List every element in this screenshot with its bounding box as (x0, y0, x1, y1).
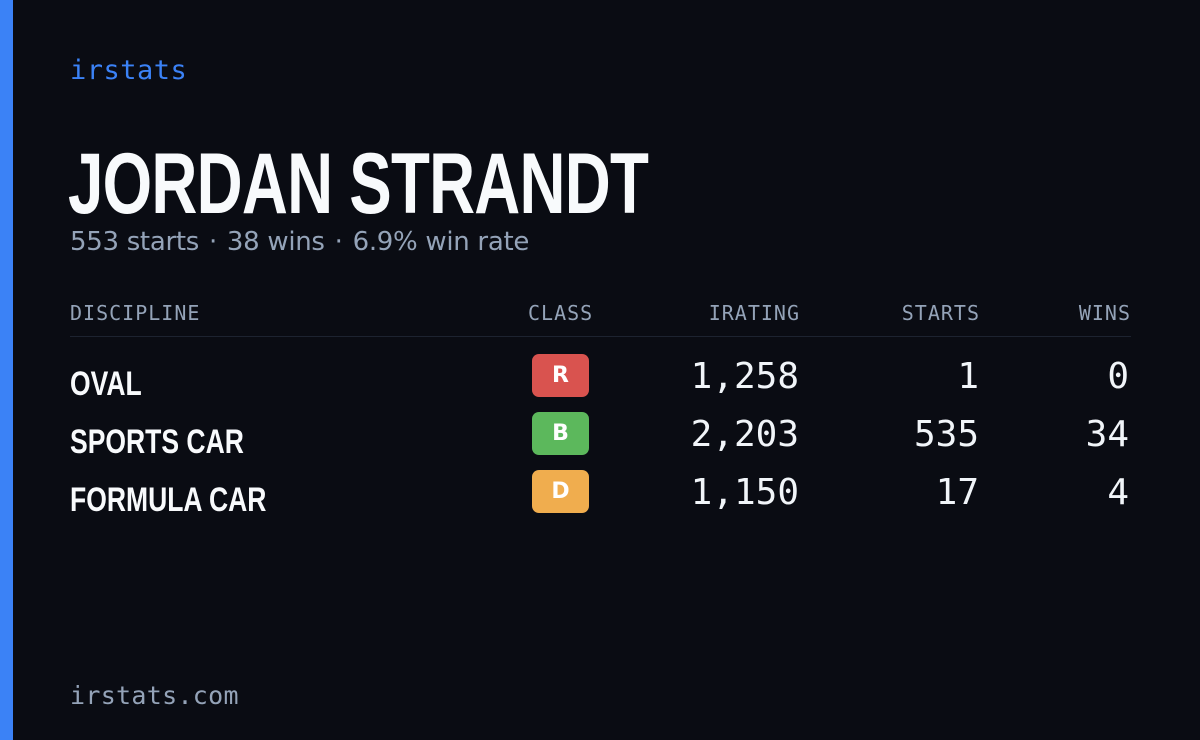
separator: · (208, 227, 217, 257)
license-class-badge: D (532, 470, 589, 513)
discipline-name: FORMULA CAR (70, 481, 267, 519)
separator: · (334, 227, 343, 257)
brand-logo[interactable]: irstats (70, 55, 188, 86)
wins-value: 0 (1107, 356, 1129, 397)
table-header: DISCIPLINE CLASS IRATING STARTS WINS (70, 298, 1131, 337)
header-starts: STARTS (901, 301, 980, 325)
header-wins: WINS (1078, 301, 1131, 325)
irating-value: 2,203 (690, 414, 799, 455)
license-class-badge: B (532, 412, 589, 455)
table-row: FORMULA CAR D 1,150 17 4 (70, 453, 1131, 519)
irating-value: 1,150 (690, 472, 799, 513)
license-class-badge: R (532, 354, 589, 397)
wins-value: 34 (1085, 414, 1129, 455)
win-rate: 6.9% win rate (352, 227, 530, 257)
discipline-table: DISCIPLINE CLASS IRATING STARTS WINS OVA… (70, 298, 1131, 519)
wins-value: 4 (1107, 472, 1129, 513)
starts-value: 17 (935, 472, 979, 513)
header-class: CLASS (528, 301, 594, 325)
discipline-name: OVAL (70, 365, 142, 403)
starts-value: 535 (913, 414, 979, 455)
player-name: JORDAN STRANDT (68, 136, 649, 232)
header-irating: IRATING (708, 301, 800, 325)
table-row: OVAL R 1,258 1 0 (70, 337, 1131, 403)
total-starts: 553 starts (70, 227, 199, 257)
table-row: SPORTS CAR B 2,203 535 34 (70, 395, 1131, 461)
accent-bar (0, 0, 13, 740)
discipline-name: SPORTS CAR (70, 423, 244, 461)
player-summary: 553 starts · 38 wins · 6.9% win rate (70, 227, 529, 257)
total-wins: 38 wins (226, 227, 325, 257)
irating-value: 1,258 (690, 356, 799, 397)
header-discipline: DISCIPLINE (70, 301, 201, 325)
footer-url[interactable]: irstats.com (70, 681, 239, 710)
starts-value: 1 (957, 356, 979, 397)
